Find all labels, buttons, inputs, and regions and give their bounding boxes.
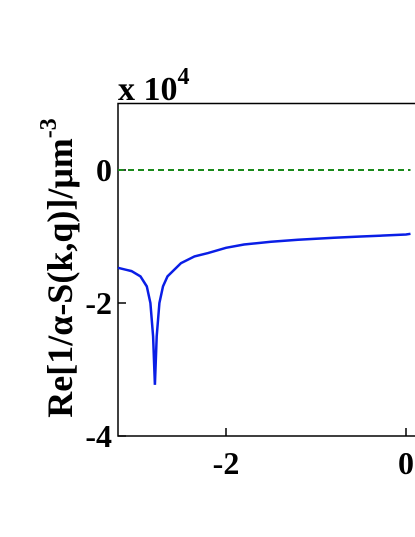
exponent-power: 4 — [178, 64, 190, 90]
y-label-power: -3 — [36, 118, 62, 138]
axes-box — [117, 102, 415, 437]
y-axis-label: Re[1/α-S(k,q)]/μm-3 — [36, 118, 80, 417]
exponent-label: x 104 — [118, 64, 190, 108]
y-label-text: Re[1/α-S(k,q)]/μm — [40, 138, 80, 417]
y-tick-label: -4 — [85, 418, 112, 454]
x-tick-label: -2 — [213, 445, 240, 481]
y-tick-label: 0 — [96, 152, 112, 188]
exponent-base: x 10 — [118, 71, 178, 108]
data-line — [117, 232, 411, 385]
x-tick-label: 0 — [398, 445, 414, 481]
y-tick-label: -2 — [85, 285, 112, 321]
